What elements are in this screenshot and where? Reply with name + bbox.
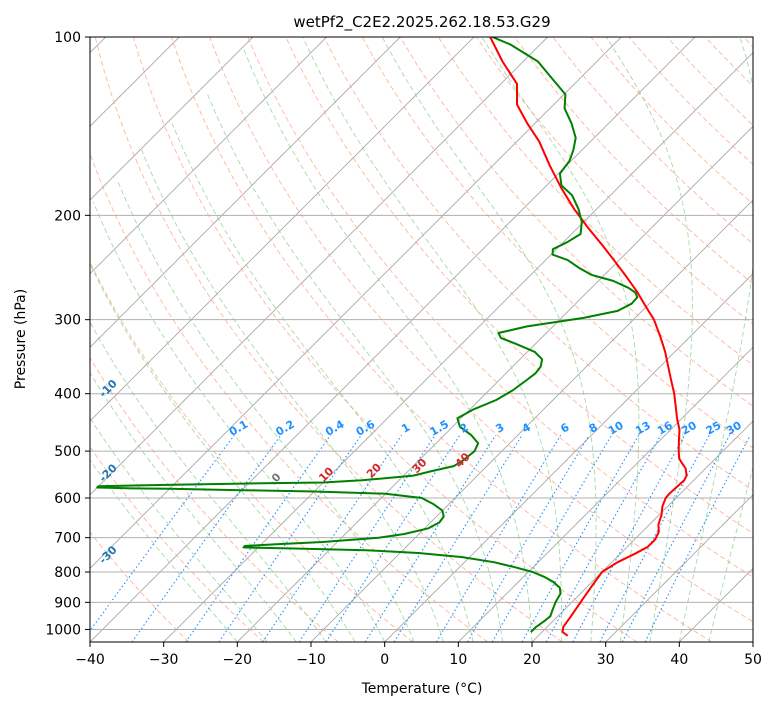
dry-adiabat-line [94, 37, 563, 642]
sounding-curves [96, 37, 688, 637]
dry-adiabat-line [90, 531, 190, 642]
x-tick-label: 20 [523, 652, 541, 668]
moist-adiabat-line [171, 123, 474, 642]
mixing-ratio-line [90, 434, 235, 632]
moist-adiabat-line [302, 37, 563, 642]
y-axis-ticks: 100 200 300 400 500 600 700 800 900 1000 [45, 30, 90, 638]
moist-adiabat-line [605, 37, 693, 642]
isotherm-line [90, 37, 549, 496]
isotherm-line [752, 641, 753, 642]
dry-adiabat-line [132, 37, 638, 642]
y-tick-label: 400 [54, 387, 81, 403]
mixing-ratio-line [521, 434, 640, 642]
moist-adiabat-line [90, 417, 268, 642]
mixing-ratio-line [218, 434, 362, 642]
x-tick-label: −30 [149, 652, 179, 668]
dry-adiabat-line [90, 261, 414, 642]
x-tick-label: 40 [670, 652, 688, 668]
isotherm-line [90, 37, 622, 570]
moist-adiabat-line [381, 37, 597, 642]
moist-adiabat-line [90, 321, 327, 642]
mixing-ratio-line [467, 434, 590, 642]
dry-adiabat-line [438, 37, 753, 366]
isotherm-line [605, 494, 753, 642]
x-tick-label: 10 [449, 652, 467, 668]
y-tick-label: 900 [54, 595, 81, 611]
x-tick-label: 30 [597, 652, 615, 668]
x-tick-label: 0 [380, 652, 389, 668]
dry-adiabat-line [552, 37, 753, 245]
x-tick-label: −10 [296, 652, 326, 668]
y-tick-label: 200 [54, 208, 81, 224]
dry-adiabat-line [323, 37, 753, 491]
dry-adiabat-line [399, 37, 753, 407]
y-tick-label: 600 [54, 491, 81, 507]
isotherm-line [90, 37, 328, 275]
moist-adiabat-line [92, 201, 386, 642]
isotherm-line [163, 51, 753, 642]
isotherm-line [90, 37, 696, 642]
isotherm-line [90, 37, 401, 349]
moist-adiabat-line [90, 459, 238, 642]
moist-adiabat-line [90, 371, 297, 642]
mixing-ratio-line [325, 434, 461, 642]
dry-adiabat-line [171, 37, 712, 642]
dry-adiabat-line [285, 37, 753, 534]
mixing-ratio-line [644, 434, 751, 642]
isotherm-line [90, 37, 475, 422]
diagram-grid [90, 37, 753, 642]
plot-frame [89, 36, 754, 643]
dry-adiabat-line [247, 37, 753, 578]
mixing-ratio-line [572, 434, 686, 642]
dry-adiabat-line [361, 37, 753, 449]
x-tick-label: 50 [744, 652, 762, 668]
moist-adiabat-line [481, 37, 640, 642]
dry-adiabat-line [476, 37, 753, 325]
mixing-ratio-line [435, 434, 562, 642]
moist-adiabat-line [678, 37, 753, 642]
temperature-curve [489, 37, 688, 637]
isotherm-line [457, 346, 753, 642]
y-tick-label: 500 [54, 444, 81, 460]
y-tick-label: 800 [54, 565, 81, 581]
plot-area [90, 37, 753, 642]
mixing-ratio-line [491, 434, 613, 642]
x-tick-label: −40 [75, 652, 105, 668]
mixing-ratio-line [364, 434, 497, 642]
y-tick-label: 300 [54, 313, 81, 329]
dry-adiabat-line [590, 37, 753, 205]
dry-adiabat-line [209, 37, 753, 623]
y-axis-label: Pressure (hPa) [13, 289, 29, 389]
isotherm-line [384, 272, 753, 642]
moist-adiabat-line [243, 49, 533, 642]
y-tick-label: 700 [54, 531, 81, 547]
isotherm-line [531, 420, 753, 642]
mixing-ratio-line [393, 434, 523, 642]
isotherm-line [90, 37, 254, 201]
moist-adiabat-line [117, 180, 415, 642]
dry-adiabat-line [90, 356, 339, 642]
y-tick-label: 1000 [45, 622, 81, 638]
moist-adiabat-line [207, 94, 503, 642]
moist-adiabat-line [90, 262, 356, 642]
x-tick-label: −20 [223, 652, 253, 668]
moist-adiabat-line [708, 465, 753, 642]
y-tick-label: 100 [54, 30, 81, 46]
x-axis-label: Temperature (°C) [361, 681, 483, 697]
mixing-ratio-line [621, 434, 731, 642]
dewpoint-curve [96, 37, 639, 633]
chart-title: wetPf2_C2E2.2025.262.18.53.G29 [293, 13, 550, 32]
x-axis-ticks: −40 −30 −20 −10 0 10 20 30 40 50 [75, 642, 762, 668]
mixing-ratio-line [545, 434, 662, 642]
